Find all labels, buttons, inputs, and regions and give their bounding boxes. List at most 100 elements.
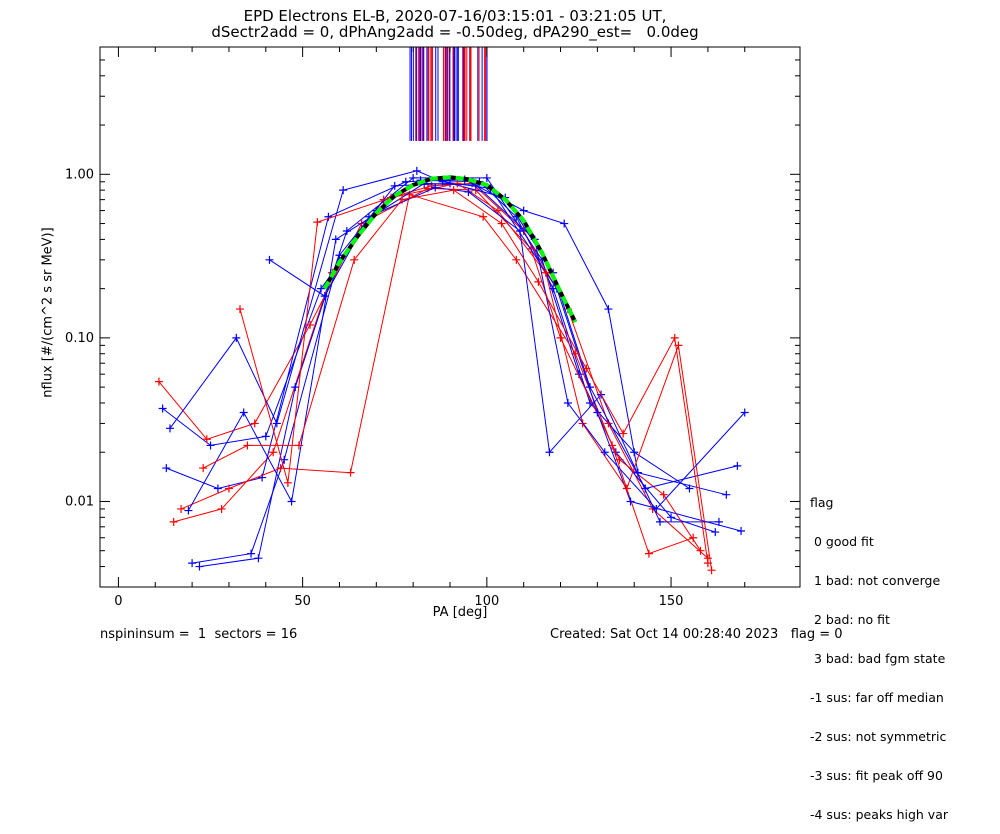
data-point-marker <box>512 255 521 264</box>
data-point-marker <box>622 484 631 493</box>
data-point-marker <box>722 490 731 499</box>
data-point-marker <box>541 268 550 277</box>
data-point-marker <box>195 562 204 571</box>
series-layer <box>154 166 749 575</box>
data-point-marker <box>294 441 303 450</box>
data-point-marker <box>236 305 244 314</box>
x-tick-label: 100 <box>474 594 499 609</box>
data-point-marker <box>560 219 569 228</box>
data-point-marker <box>177 504 186 513</box>
x-tick-label: 0 <box>114 594 122 609</box>
series-line <box>239 182 713 571</box>
data-point-marker <box>265 255 274 264</box>
data-point-marker <box>412 166 421 175</box>
data-point-marker <box>593 408 602 417</box>
data-point-marker <box>169 517 178 526</box>
y-tick-label: 1.00 <box>65 167 94 182</box>
chart-title-line2: dSectr2add = 0, dPhAng2add = -0.50deg, d… <box>211 23 699 41</box>
x-axis-label: PA [deg] <box>432 605 488 620</box>
data-point-marker <box>339 186 348 195</box>
data-point-marker <box>696 546 705 555</box>
data-point-marker <box>287 497 296 506</box>
data-point-marker <box>479 212 488 221</box>
data-point-marker <box>689 533 698 542</box>
fit-curve-layer <box>322 175 578 323</box>
data-point-marker <box>276 464 285 473</box>
series-line <box>199 177 716 568</box>
legend-item: -3 sus: fit peak off 90 <box>810 768 943 783</box>
y-axis-label: nflux [#/(cm^2 s sr MeV)] <box>40 227 56 398</box>
data-point-marker <box>733 461 742 470</box>
legend-item: -2 sus: not symmetric <box>810 729 947 744</box>
y-tick-label: 0.01 <box>65 494 94 509</box>
data-point-marker <box>670 333 679 342</box>
data-point-marker <box>703 559 712 568</box>
data-point-marker <box>162 464 171 473</box>
legend-title: flag <box>810 495 834 510</box>
data-point-marker <box>199 464 208 473</box>
legend-item: -4 sus: peaks high var <box>810 807 949 822</box>
data-point-marker <box>519 206 528 215</box>
data-point-marker <box>604 305 613 314</box>
x-tick-label: 150 <box>659 594 684 609</box>
data-point-marker <box>493 206 502 215</box>
pa-distribution-chart: 0 50 100 150 0.01 0.10 1.00 <box>65 46 801 609</box>
data-point-marker <box>667 513 676 522</box>
data-point-marker <box>711 528 720 537</box>
legend-item: 1 bad: not converge <box>810 573 941 588</box>
data-point-marker <box>306 320 314 329</box>
data-point-marker <box>644 549 653 558</box>
data-point-marker <box>740 408 749 417</box>
data-point-marker <box>582 364 591 373</box>
data-point-marker <box>154 377 163 386</box>
y-tick-label: 0.10 <box>65 331 94 346</box>
data-point-marker <box>320 292 329 301</box>
data-point-marker <box>545 448 554 457</box>
data-point-marker <box>431 183 440 192</box>
series-line <box>202 189 709 564</box>
data-point-marker <box>202 435 211 444</box>
series-line <box>269 186 719 523</box>
data-point-marker <box>449 186 458 195</box>
data-point-marker <box>247 549 256 558</box>
data-point-marker <box>556 333 565 342</box>
data-point-marker <box>633 468 642 477</box>
data-point-marker <box>232 333 241 342</box>
data-point-marker <box>243 441 252 450</box>
data-point-marker <box>346 468 355 477</box>
data-point-marker <box>188 559 197 568</box>
data-point-marker <box>184 506 193 515</box>
data-point-marker <box>291 383 300 392</box>
legend-item: -1 sus: far off median <box>810 690 944 705</box>
data-point-marker <box>516 227 524 236</box>
data-point-marker <box>261 432 270 441</box>
data-point-marker <box>350 255 359 264</box>
data-point-marker <box>737 526 746 535</box>
data-point-marker <box>206 441 215 450</box>
data-point-marker <box>313 218 322 227</box>
series-line <box>166 178 727 496</box>
data-point-marker <box>626 497 635 506</box>
data-point-marker <box>317 284 326 293</box>
data-point-marker <box>714 517 723 526</box>
data-point-marker <box>497 219 506 228</box>
data-point-marker <box>401 177 410 186</box>
footer-sector-info: nspininsum = 1 sectors = 16 <box>100 627 298 642</box>
series-line <box>187 182 746 511</box>
data-point-marker <box>619 429 628 438</box>
chart-title-line1: EPD Electrons EL-B, 2020-07-16/03:15:01 … <box>243 7 667 25</box>
data-point-marker <box>324 212 333 221</box>
footer-created-info: Created: Sat Oct 14 00:28:40 2023 flag =… <box>550 627 843 642</box>
data-point-marker <box>283 478 292 487</box>
data-point-marker <box>239 408 248 417</box>
data-point-marker <box>224 484 233 493</box>
legend-item: 0 good fit <box>810 534 874 549</box>
data-point-marker <box>707 566 716 575</box>
data-point-marker <box>563 398 572 407</box>
legend-item: 3 bad: bad fgm state <box>810 651 946 666</box>
data-point-marker <box>254 554 263 563</box>
data-point-marker <box>656 517 664 526</box>
data-point-marker <box>166 424 174 433</box>
flag-legend: flag 0 good fit 1 bad: not converge 2 ba… <box>810 470 948 834</box>
data-point-marker <box>217 504 226 513</box>
